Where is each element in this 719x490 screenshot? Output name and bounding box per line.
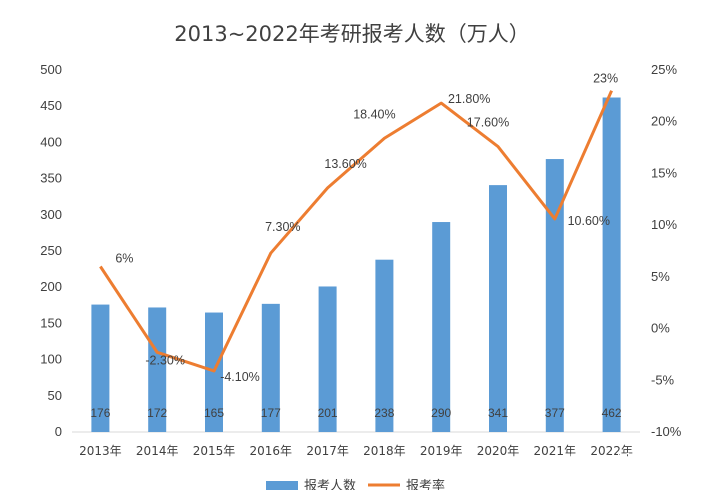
x-axis-label: 2022年: [590, 444, 633, 458]
right-axis-tick: 25%: [651, 62, 677, 77]
x-axis-label: 2020年: [477, 444, 520, 458]
bar-value-label: 165: [204, 406, 224, 420]
x-axis-label: 2019年: [420, 444, 463, 458]
bar-value-label: 177: [261, 406, 281, 420]
right-axis-tick: -10%: [651, 424, 682, 439]
line-value-label: 10.60%: [568, 214, 610, 228]
legend-swatch-bars: [266, 481, 298, 490]
line-value-label: 13.60%: [324, 157, 366, 171]
bar-value-label: 172: [147, 406, 167, 420]
bar-value-label: 238: [374, 406, 394, 420]
bar-series: [91, 97, 621, 433]
bar: [545, 159, 564, 432]
right-axis-tick: -5%: [651, 372, 675, 387]
left-axis-tick: 450: [40, 98, 62, 113]
bar: [375, 259, 394, 432]
line-value-labels: 6% -2.30% -4.10% 7.30% 13.60% 18.40% 21.80% 17.…: [115, 72, 618, 384]
legend-label-bars: 报考人数: [304, 479, 356, 490]
right-axis-tick: 10%: [651, 217, 677, 232]
bar: [261, 303, 280, 432]
bar-value-label: 462: [602, 406, 622, 420]
line-value-label: -4.10%: [220, 370, 260, 384]
left-axis: 0 50 100 150 200 250 300 350 400 450 500: [40, 62, 62, 439]
left-axis-tick: 50: [48, 388, 62, 403]
bar: [91, 304, 110, 432]
bar-value-label: 377: [545, 406, 565, 420]
legend-label-line: 报考率: [406, 478, 445, 490]
left-axis-tick: 200: [40, 279, 62, 294]
right-axis-tick: 20%: [651, 114, 677, 129]
line-value-label: 21.80%: [448, 92, 490, 106]
left-axis-tick: 250: [40, 243, 62, 258]
x-axis-label: 2016年: [250, 444, 293, 458]
left-axis-tick: 500: [40, 62, 62, 77]
bar-value-label: 201: [318, 406, 338, 420]
x-axis-label: 2017年: [306, 444, 349, 458]
bar-value-labels: 176 172 165 177 201 238 290 341 377 462: [90, 406, 622, 420]
left-axis-tick: 100: [40, 352, 62, 367]
left-axis-tick: 350: [40, 171, 62, 186]
line-value-label: 18.40%: [353, 107, 395, 121]
right-axis-tick: 5%: [651, 269, 670, 284]
line-value-label: 7.30%: [265, 220, 300, 234]
left-axis-tick: 300: [40, 207, 62, 222]
bar-value-label: 341: [488, 406, 508, 420]
left-axis-tick: 150: [40, 315, 62, 330]
bar: [602, 97, 621, 433]
x-axis-label: 2015年: [193, 444, 236, 458]
x-axis-label: 2018年: [363, 444, 406, 458]
x-axis-label: 2013年: [79, 444, 122, 458]
watermark: 知乎 @托马斯: [562, 451, 663, 470]
line-value-label: 6%: [115, 252, 133, 266]
bar: [432, 222, 451, 432]
legend: 报考人数 报考率: [266, 478, 445, 490]
right-axis-tick: 0%: [651, 321, 670, 336]
bar-value-label: 290: [431, 406, 451, 420]
line-value-label: -2.30%: [145, 353, 185, 367]
right-axis-tick: 15%: [651, 165, 677, 180]
x-axis-label: 2014年: [136, 444, 179, 458]
left-axis-tick: 0: [55, 424, 62, 439]
x-axis-label: 2021年: [534, 444, 577, 458]
bar-value-label: 176: [90, 406, 110, 420]
right-axis: -10% -5% 0% 5% 10% 15% 20% 25%: [651, 62, 682, 439]
rate-line: [99, 90, 613, 373]
line-value-label: 17.60%: [467, 116, 509, 130]
x-axis: 2013年 2014年 2015年 2016年 2017年 2018年 2019年 2020年…: [79, 444, 633, 458]
left-axis-tick: 400: [40, 134, 62, 149]
bar: [318, 286, 337, 432]
line-value-label: 23%: [593, 72, 618, 86]
bar: [148, 307, 167, 432]
bar: [489, 185, 507, 432]
chart-title: 2013~2022年考研报考人数（万人）: [174, 22, 529, 46]
